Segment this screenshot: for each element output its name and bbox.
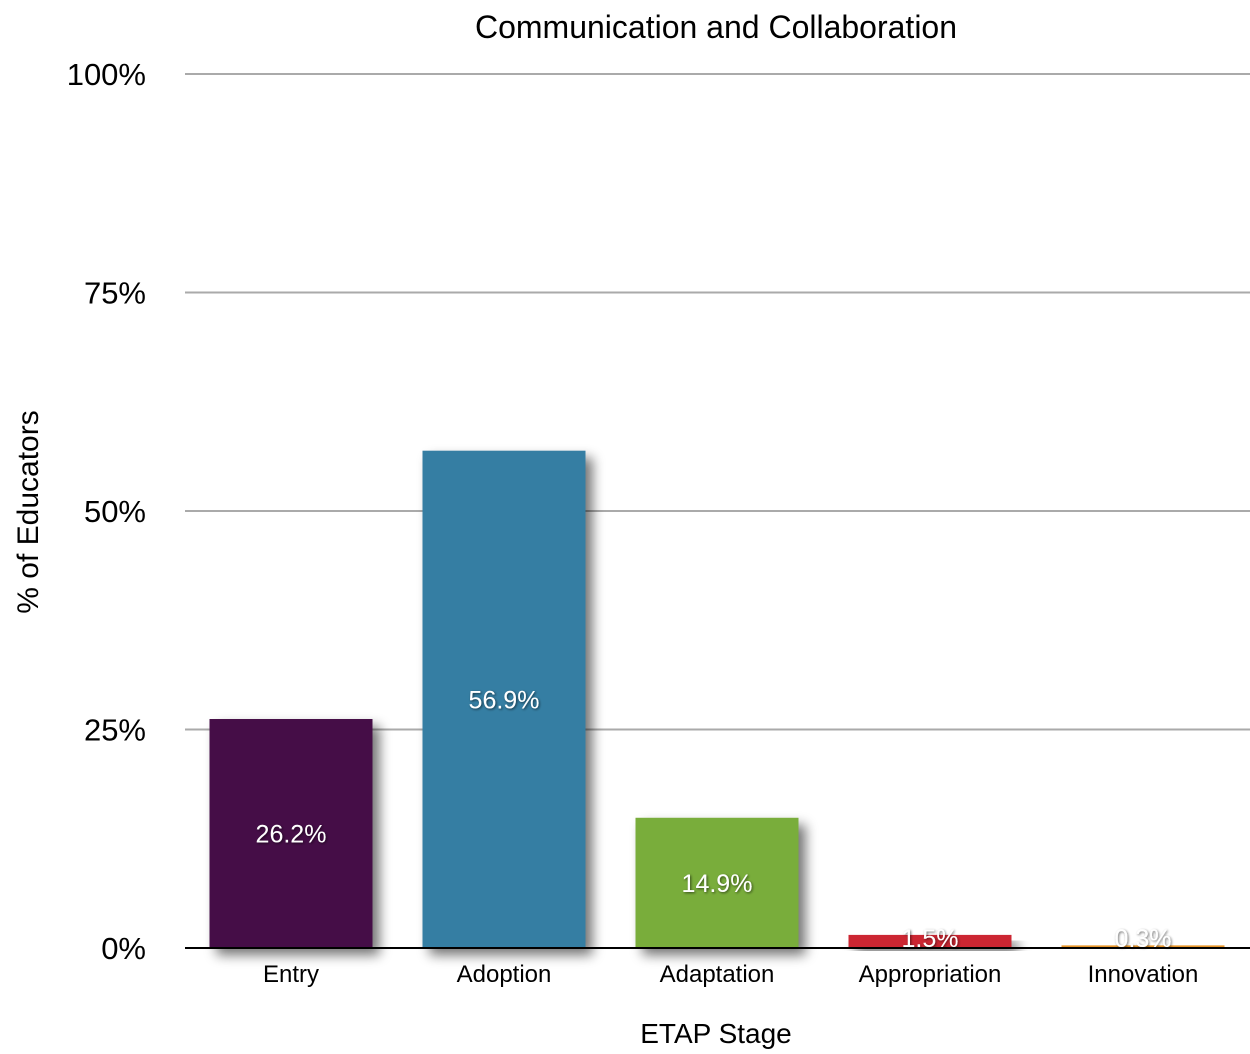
x-tick-label: Entry — [263, 961, 319, 988]
bar-entry — [209, 719, 373, 948]
data-labels: 26.2% 56.9% 14.9% 1.5% 0.3% — [256, 686, 1172, 953]
data-label: 56.9% — [469, 686, 540, 714]
y-tick-label: 25% — [84, 713, 146, 748]
bar-appropriation — [848, 934, 1012, 948]
y-tick-label: 50% — [84, 494, 146, 529]
bars — [209, 450, 1225, 948]
x-axis-label: ETAP Stage — [640, 1018, 792, 1049]
bar-adoption — [422, 450, 586, 948]
y-tick-label: 100% — [67, 57, 146, 92]
x-tick-label: Adaptation — [660, 961, 775, 988]
x-tick-label: Appropriation — [859, 961, 1002, 988]
gridlines — [185, 73, 1250, 731]
y-axis-ticks: 0% 25% 50% 75% 100% — [67, 57, 146, 966]
chart-title: Communication and Collaboration — [475, 9, 957, 45]
y-axis-label: % of Educators — [12, 410, 45, 613]
y-tick-label: 0% — [101, 931, 146, 966]
bar-adaptation — [635, 817, 799, 948]
data-label: 26.2% — [256, 821, 327, 849]
data-label: 0.3% — [1115, 925, 1172, 953]
x-tick-label: Adoption — [457, 961, 552, 988]
x-tick-label: Innovation — [1088, 961, 1199, 988]
bar-innovation — [1061, 945, 1225, 948]
y-tick-label: 75% — [84, 276, 146, 311]
data-label: 1.5% — [902, 925, 959, 953]
x-axis-ticks: Entry Adoption Adaptation Appropriation Inno… — [263, 961, 1198, 988]
data-label: 14.9% — [682, 870, 753, 898]
